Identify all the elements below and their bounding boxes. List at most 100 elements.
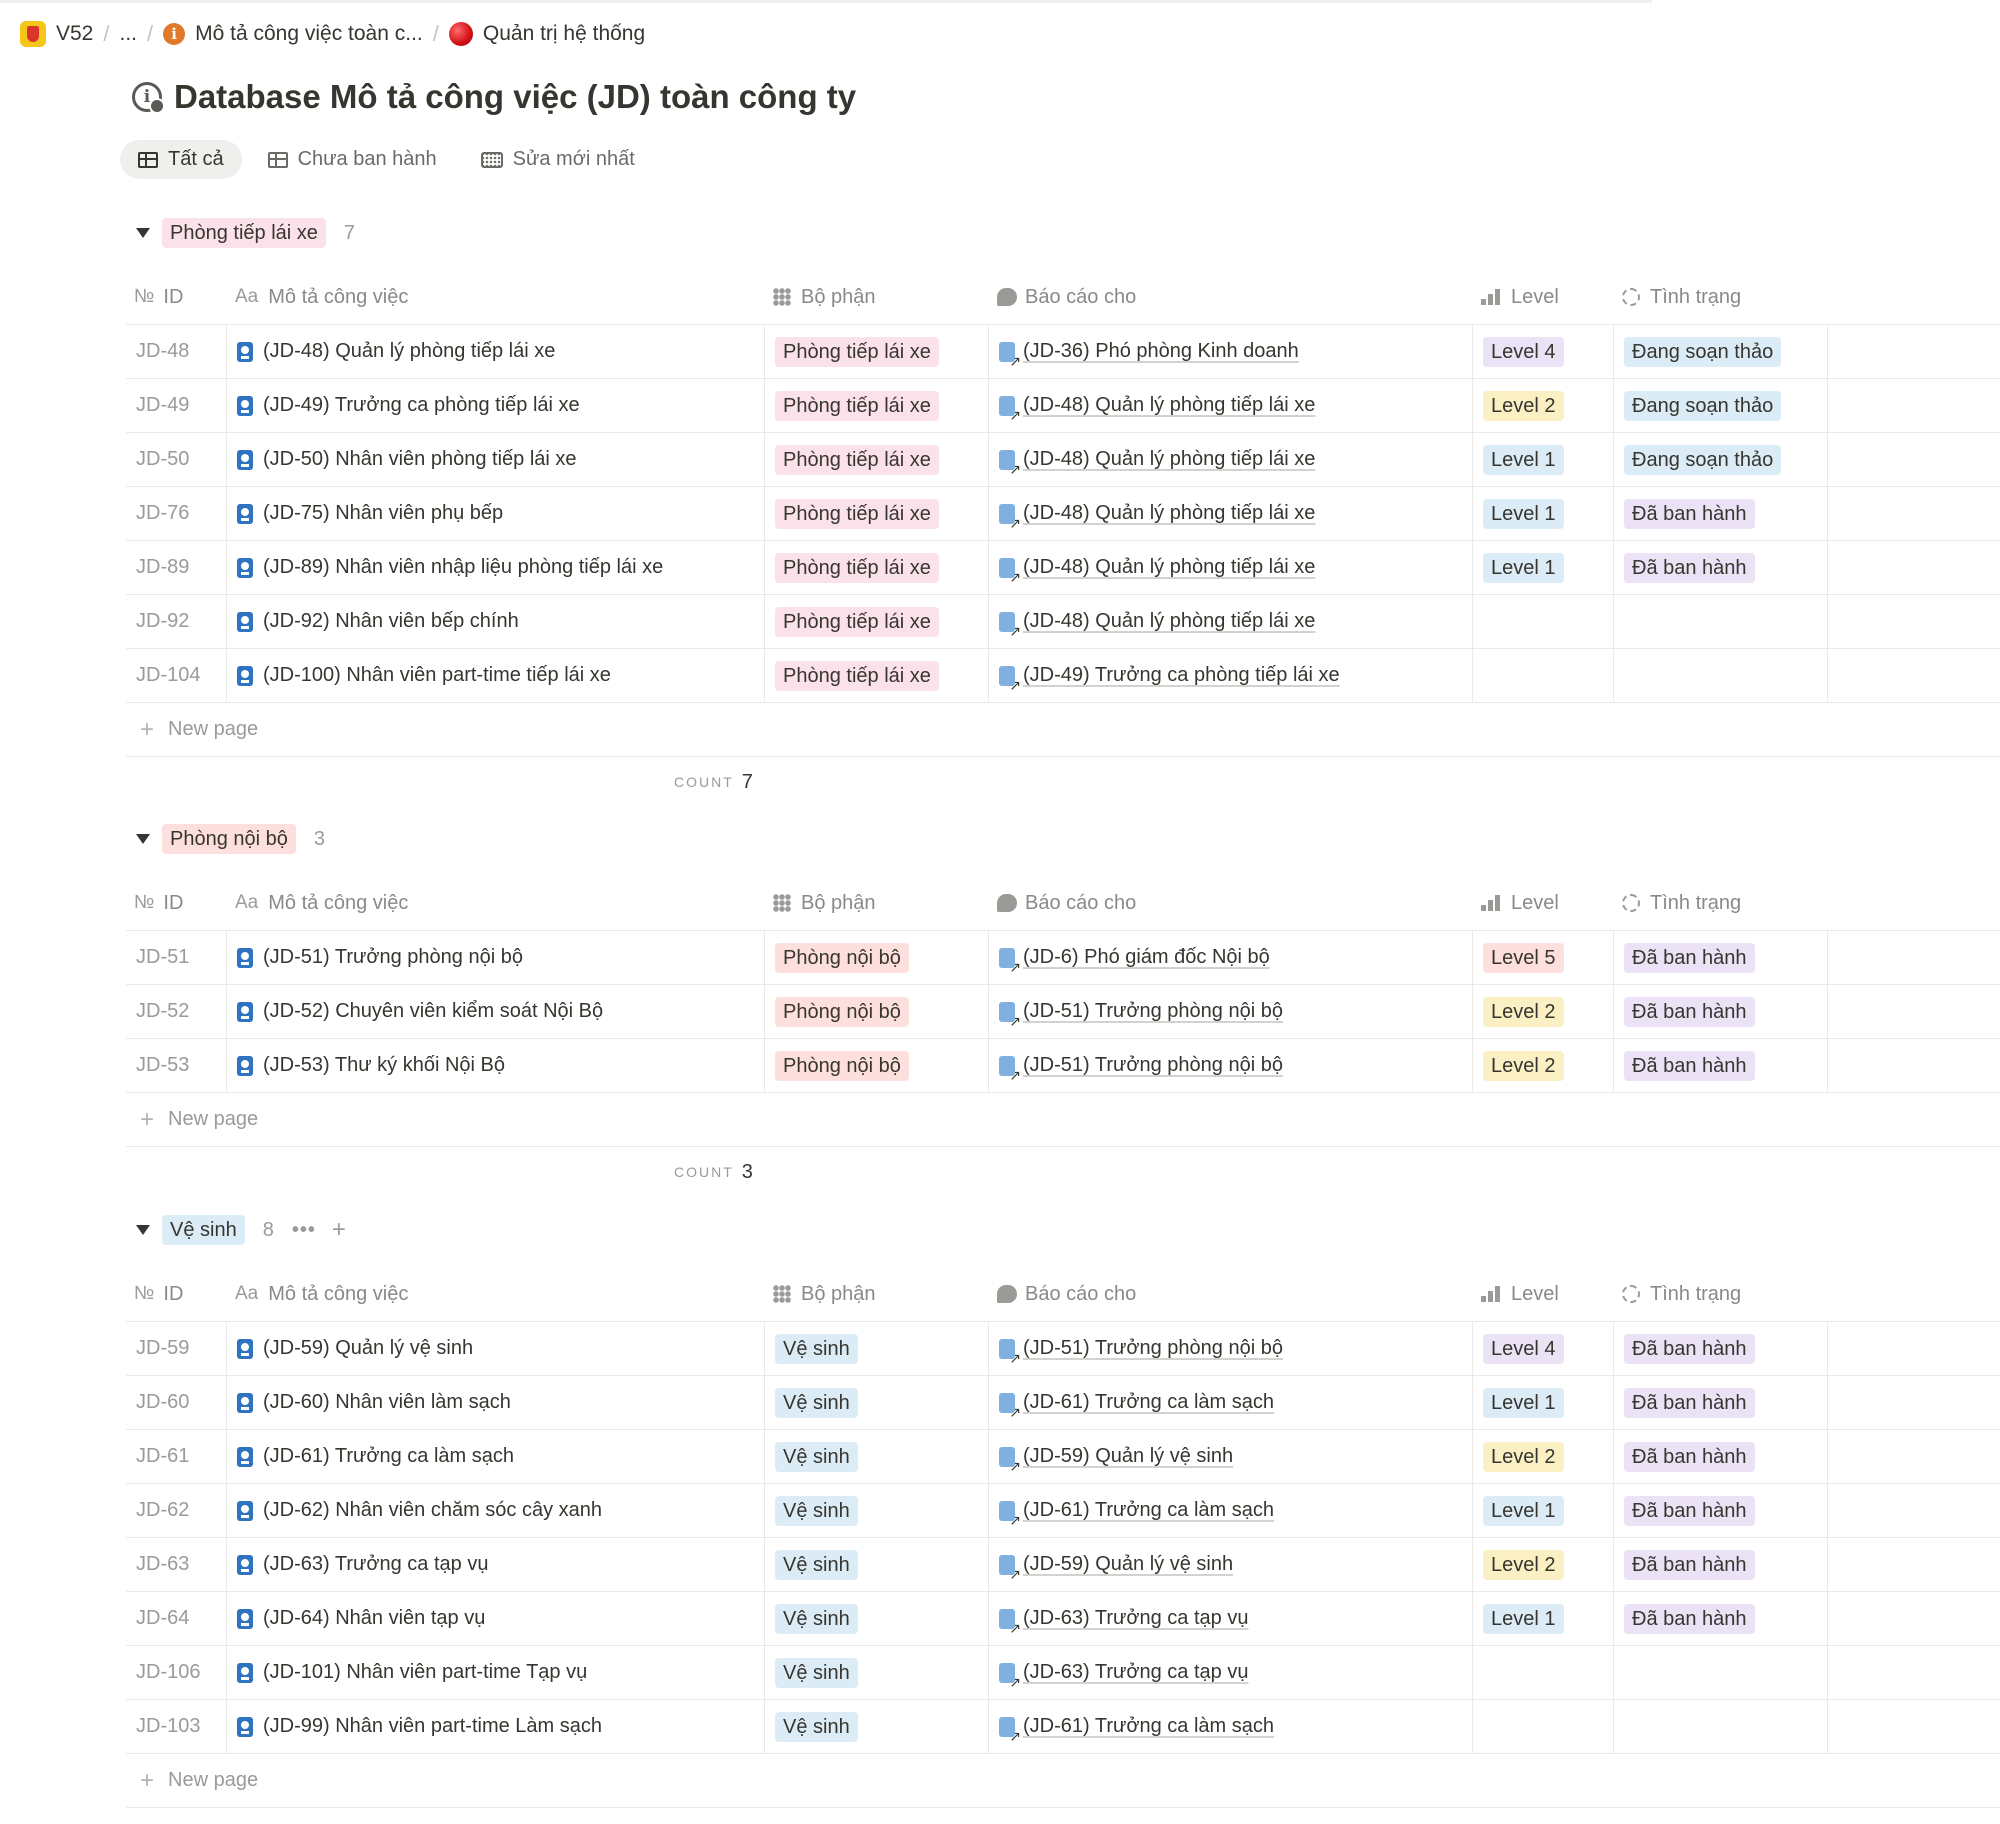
add-icon[interactable]: + bbox=[331, 1216, 346, 1243]
cell-dept[interactable]: Vệ sinh bbox=[765, 1484, 989, 1537]
more-options-icon[interactable]: ••• bbox=[291, 1218, 316, 1241]
cell-status[interactable]: Đã ban hành bbox=[1614, 1484, 1828, 1537]
report-to-link[interactable]: (JD-61) Trưởng ca làm sạch bbox=[1023, 1391, 1275, 1413]
cell-level[interactable]: Level 1 bbox=[1473, 541, 1614, 594]
cell-status[interactable] bbox=[1614, 1700, 1828, 1753]
job-title-link[interactable]: (JD-101) Nhân viên part-time Tạp vụ bbox=[263, 1661, 588, 1683]
report-to-link[interactable]: (JD-51) Trưởng phòng nội bộ bbox=[1023, 1337, 1283, 1359]
cell-name[interactable]: (JD-75) Nhân viên phụ bếp bbox=[227, 487, 765, 540]
table-row[interactable]: JD-106 (JD-101) Nhân viên part-time Tạp v… bbox=[126, 1646, 2000, 1700]
job-title-link[interactable]: (JD-50) Nhân viên phòng tiếp lái xe bbox=[263, 448, 577, 470]
column-header-report[interactable]: Báo cáo cho bbox=[989, 286, 1473, 309]
job-title-link[interactable]: (JD-64) Nhân viên tạp vụ bbox=[263, 1607, 486, 1629]
cell-status[interactable]: Đã ban hành bbox=[1614, 1538, 1828, 1591]
table-row[interactable]: JD-92 (JD-92) Nhân viên bếp chính Phòng ti… bbox=[126, 595, 2000, 649]
cell-status[interactable] bbox=[1614, 649, 1828, 702]
cell-report[interactable]: (JD-51) Trưởng phòng nội bộ bbox=[989, 1322, 1473, 1375]
cell-report[interactable]: (JD-48) Quản lý phòng tiếp lái xe bbox=[989, 379, 1473, 432]
breadcrumb-ellipsis[interactable]: ... bbox=[112, 18, 146, 50]
cell-level[interactable]: Level 2 bbox=[1473, 1039, 1614, 1092]
table-row[interactable]: JD-62 (JD-62) Nhân viên chăm sóc cây xanh… bbox=[126, 1484, 2000, 1538]
table-row[interactable]: JD-103 (JD-99) Nhân viên part-time Làm sạ… bbox=[126, 1700, 2000, 1754]
cell-report[interactable]: (JD-61) Trưởng ca làm sạch bbox=[989, 1376, 1473, 1429]
table-row[interactable]: JD-64 (JD-64) Nhân viên tạp vụ Vệ sinh (JD-… bbox=[126, 1592, 2000, 1646]
cell-level[interactable]: Level 5 bbox=[1473, 931, 1614, 984]
table-row[interactable]: JD-59 (JD-59) Quản lý vệ sinh Vệ sinh (JD-5… bbox=[126, 1322, 2000, 1376]
cell-status[interactable]: Đã ban hành bbox=[1614, 487, 1828, 540]
cell-dept[interactable]: Vệ sinh bbox=[765, 1322, 989, 1375]
report-to-link[interactable]: (JD-48) Quản lý phòng tiếp lái xe bbox=[1023, 502, 1316, 524]
caret-down-icon[interactable] bbox=[136, 1225, 150, 1235]
job-title-link[interactable]: (JD-99) Nhân viên part-time Làm sạch bbox=[263, 1715, 603, 1737]
report-to-link[interactable]: (JD-6) Phó giám đốc Nội bộ bbox=[1023, 946, 1270, 968]
cell-report[interactable]: (JD-59) Quản lý vệ sinh bbox=[989, 1538, 1473, 1591]
cell-status[interactable] bbox=[1614, 1646, 1828, 1699]
table-row[interactable]: JD-60 (JD-60) Nhân viên làm sạch Vệ sinh (J… bbox=[126, 1376, 2000, 1430]
cell-status[interactable]: Đã ban hành bbox=[1614, 1322, 1828, 1375]
cell-level[interactable]: Level 1 bbox=[1473, 1376, 1614, 1429]
new-page-button[interactable]: + New page bbox=[126, 1754, 2000, 1808]
column-header-dept[interactable]: Bộ phận bbox=[765, 892, 989, 915]
page-title-text[interactable]: Database Mô tả công việc (JD) toàn công … bbox=[174, 78, 857, 115]
cell-level[interactable] bbox=[1473, 1700, 1614, 1753]
cell-report[interactable]: (JD-51) Trưởng phòng nội bộ bbox=[989, 1039, 1473, 1092]
column-header-status[interactable]: Tình trạng bbox=[1614, 286, 1828, 309]
cell-name[interactable]: (JD-63) Trưởng ca tạp vụ bbox=[227, 1538, 765, 1591]
cell-level[interactable]: Level 1 bbox=[1473, 1592, 1614, 1645]
cell-name[interactable]: (JD-61) Trưởng ca làm sạch bbox=[227, 1430, 765, 1483]
column-header-id[interactable]: № ID bbox=[126, 1283, 227, 1306]
report-to-link[interactable]: (JD-48) Quản lý phòng tiếp lái xe bbox=[1023, 394, 1316, 416]
cell-name[interactable]: (JD-92) Nhân viên bếp chính bbox=[227, 595, 765, 648]
cell-dept[interactable]: Vệ sinh bbox=[765, 1700, 989, 1753]
tab-all[interactable]: Tất cả bbox=[120, 140, 242, 179]
cell-status[interactable] bbox=[1614, 595, 1828, 648]
column-header-status[interactable]: Tình trạng bbox=[1614, 892, 1828, 915]
cell-dept[interactable]: Vệ sinh bbox=[765, 1646, 989, 1699]
cell-report[interactable]: (JD-48) Quản lý phòng tiếp lái xe bbox=[989, 487, 1473, 540]
cell-level[interactable]: Level 4 bbox=[1473, 1322, 1614, 1375]
cell-name[interactable]: (JD-59) Quản lý vệ sinh bbox=[227, 1322, 765, 1375]
cell-name[interactable]: (JD-89) Nhân viên nhập liệu phòng tiếp l… bbox=[227, 541, 765, 594]
cell-level[interactable] bbox=[1473, 1646, 1614, 1699]
column-header-dept[interactable]: Bộ phận bbox=[765, 1283, 989, 1306]
column-header-report[interactable]: Báo cáo cho bbox=[989, 892, 1473, 915]
cell-dept[interactable]: Phòng nội bộ bbox=[765, 1039, 989, 1092]
breadcrumb-workspace[interactable]: V52 bbox=[12, 17, 101, 51]
cell-name[interactable]: (JD-49) Trưởng ca phòng tiếp lái xe bbox=[227, 379, 765, 432]
cell-dept[interactable]: Vệ sinh bbox=[765, 1376, 989, 1429]
cell-dept[interactable]: Vệ sinh bbox=[765, 1592, 989, 1645]
table-row[interactable]: JD-104 (JD-100) Nhân viên part-time tiếp … bbox=[126, 649, 2000, 703]
table-row[interactable]: JD-76 (JD-75) Nhân viên phụ bếp Phòng tiếp… bbox=[126, 487, 2000, 541]
cell-level[interactable]: Level 4 bbox=[1473, 325, 1614, 378]
column-header-status[interactable]: Tình trạng bbox=[1614, 1283, 1828, 1306]
report-to-link[interactable]: (JD-61) Trưởng ca làm sạch bbox=[1023, 1715, 1275, 1737]
job-title-link[interactable]: (JD-92) Nhân viên bếp chính bbox=[263, 610, 519, 632]
cell-dept[interactable]: Phòng nội bộ bbox=[765, 931, 989, 984]
table-row[interactable]: JD-53 (JD-53) Thư ký khối Nội Bộ Phòng nội… bbox=[126, 1039, 2000, 1093]
cell-name[interactable]: (JD-51) Trưởng phòng nội bộ bbox=[227, 931, 765, 984]
cell-name[interactable]: (JD-62) Nhân viên chăm sóc cây xanh bbox=[227, 1484, 765, 1537]
column-header-level[interactable]: Level bbox=[1473, 1283, 1614, 1306]
job-title-link[interactable]: (JD-48) Quản lý phòng tiếp lái xe bbox=[263, 340, 556, 362]
cell-status[interactable]: Đang soạn thảo bbox=[1614, 379, 1828, 432]
column-header-name[interactable]: Aa Mô tả công việc bbox=[227, 1283, 765, 1306]
job-title-link[interactable]: (JD-60) Nhân viên làm sạch bbox=[263, 1391, 511, 1413]
cell-dept[interactable]: Phòng tiếp lái xe bbox=[765, 433, 989, 486]
cell-report[interactable]: (JD-63) Trưởng ca tạp vụ bbox=[989, 1646, 1473, 1699]
cell-report[interactable]: (JD-61) Trưởng ca làm sạch bbox=[989, 1700, 1473, 1753]
tab-recently-edited[interactable]: Sửa mới nhất bbox=[463, 140, 653, 179]
tab-unpublished[interactable]: Chưa ban hành bbox=[250, 140, 455, 179]
caret-down-icon[interactable] bbox=[136, 228, 150, 238]
column-header-name[interactable]: Aa Mô tả công việc bbox=[227, 892, 765, 915]
cell-level[interactable]: Level 2 bbox=[1473, 379, 1614, 432]
report-to-link[interactable]: (JD-49) Trưởng ca phòng tiếp lái xe bbox=[1023, 664, 1340, 686]
job-title-link[interactable]: (JD-89) Nhân viên nhập liệu phòng tiếp l… bbox=[263, 556, 664, 578]
cell-status[interactable]: Đang soạn thảo bbox=[1614, 433, 1828, 486]
cell-report[interactable]: (JD-51) Trưởng phòng nội bộ bbox=[989, 985, 1473, 1038]
cell-report[interactable]: (JD-48) Quản lý phòng tiếp lái xe bbox=[989, 433, 1473, 486]
cell-name[interactable]: (JD-100) Nhân viên part-time tiếp lái xe bbox=[227, 649, 765, 702]
job-title-link[interactable]: (JD-52) Chuyên viên kiểm soát Nội Bộ bbox=[263, 1000, 604, 1022]
report-to-link[interactable]: (JD-36) Phó phòng Kinh doanh bbox=[1023, 340, 1299, 362]
cell-report[interactable]: (JD-61) Trưởng ca làm sạch bbox=[989, 1484, 1473, 1537]
report-to-link[interactable]: (JD-48) Quản lý phòng tiếp lái xe bbox=[1023, 556, 1316, 578]
